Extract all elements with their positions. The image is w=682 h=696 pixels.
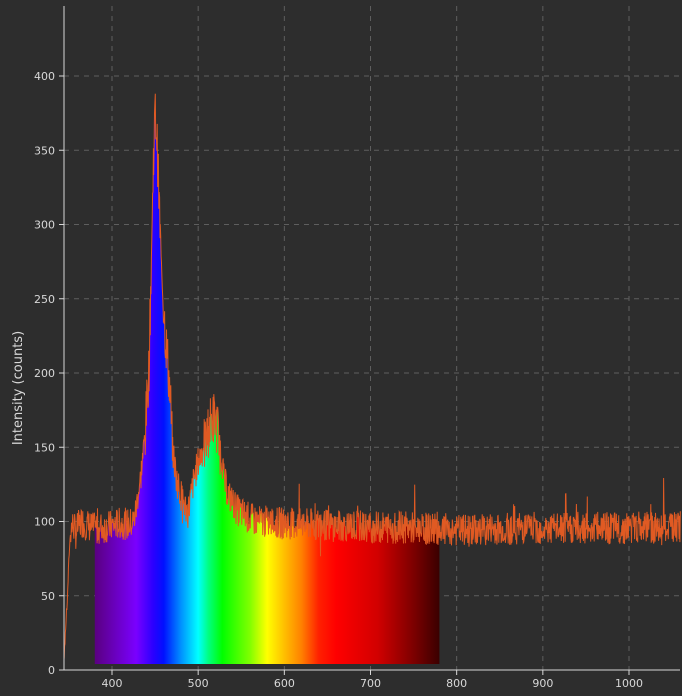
y-tick-label: 250 — [34, 293, 55, 306]
y-tick-label: 150 — [34, 441, 55, 454]
tick-labels: 0 50 100 150 200 250 300 350 400 400 500 600 700 800 9… — [34, 70, 643, 690]
series-group — [64, 93, 681, 667]
y-tick-label: 100 — [34, 516, 55, 529]
spectrum-color-fill — [94, 93, 440, 664]
y-tick-label: 300 — [34, 219, 55, 232]
x-tick-label: 800 — [446, 677, 467, 690]
axes — [63, 6, 680, 671]
x-tick-label: 400 — [102, 677, 123, 690]
intensity-series-line — [64, 93, 681, 667]
x-tick-label: 900 — [532, 677, 553, 690]
spectrum-fill — [94, 93, 440, 664]
y-axis-label: Intensity (counts) — [11, 331, 26, 445]
y-tick-label: 400 — [34, 70, 55, 83]
x-tick-label: 500 — [188, 677, 209, 690]
y-tick-label: 350 — [34, 144, 55, 157]
x-tick-label: 700 — [360, 677, 381, 690]
y-tick-label: 200 — [34, 367, 55, 380]
x-tick-label: 600 — [274, 677, 295, 690]
y-tick-label: 0 — [48, 664, 55, 677]
x-tick-label: 1000 — [615, 677, 643, 690]
y-tick-label: 50 — [41, 590, 55, 603]
